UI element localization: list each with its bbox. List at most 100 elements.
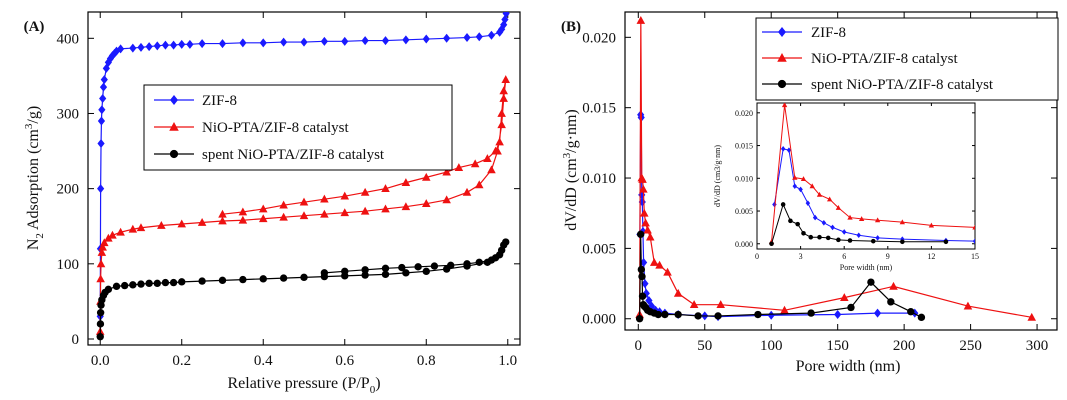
data-point (754, 310, 762, 319)
data-point (654, 310, 662, 319)
data-point (900, 236, 905, 242)
panel-b-legend: ZIF-8 NiO-PTA/ZIF-8 catalyst spent NiO-PTA… (755, 17, 1059, 101)
data-point (972, 224, 975, 230)
legend-label: ZIF-8 (202, 93, 237, 109)
data-point (97, 116, 106, 126)
data-point (639, 208, 649, 217)
data-point (137, 280, 145, 288)
data-point (178, 278, 186, 286)
data-point (635, 315, 644, 323)
data-point (116, 227, 125, 236)
data-point (673, 288, 683, 297)
data-point (907, 308, 915, 316)
data-point (96, 274, 105, 283)
x-tick-label: 3 (799, 252, 803, 261)
panel-a-label: (A) (24, 19, 45, 35)
data-point (401, 178, 411, 187)
x-tick-label: 6 (842, 252, 846, 261)
panel-a-x-axis-label: Relative pressure (P/P0) (227, 375, 380, 396)
y-tick-label: 0.010 (735, 174, 753, 183)
data-point (341, 36, 349, 46)
data-point (96, 333, 104, 341)
data-point (809, 183, 815, 189)
y-tick-label: 0.000 (735, 240, 753, 249)
legend-label: spent NiO-PTA/ZIF-8 catalyst (811, 77, 994, 93)
data-point (402, 269, 410, 277)
data-point (807, 309, 815, 317)
data-point (99, 82, 108, 92)
data-point (97, 184, 105, 194)
inset-frame (756, 102, 976, 250)
data-point (381, 36, 390, 46)
data-point (299, 211, 309, 220)
data-point (795, 221, 800, 227)
data-point (689, 300, 699, 309)
data-point (491, 146, 500, 155)
data-point (889, 281, 898, 290)
y-tick-label: 0.005 (582, 241, 616, 257)
data-point (129, 281, 137, 289)
legend-box (755, 17, 1059, 101)
data-point (663, 267, 672, 276)
data-point (645, 295, 653, 305)
data-point (661, 310, 669, 319)
data-point (474, 180, 484, 189)
data-point (97, 139, 105, 149)
data-point (499, 93, 508, 102)
data-point (781, 103, 788, 108)
data-point (640, 257, 648, 267)
data-point (381, 270, 390, 279)
legend-marker (169, 149, 179, 159)
data-point (483, 154, 492, 162)
data-point (442, 167, 451, 176)
data-point (340, 208, 350, 217)
data-point (487, 30, 496, 40)
panel-b-plot-area (635, 15, 1037, 323)
data-point (769, 241, 774, 247)
data-point (917, 313, 926, 322)
x-tick-label: 50 (697, 338, 712, 354)
data-point (767, 310, 775, 320)
x-tick-label: 150 (826, 338, 849, 354)
data-point (381, 204, 390, 213)
data-point (238, 215, 248, 224)
data-point (96, 320, 105, 328)
x-tick-label: 0.4 (254, 353, 273, 369)
x-tick-label: 300 (1026, 338, 1049, 354)
data-point (499, 86, 508, 95)
data-point (299, 197, 309, 206)
data-point (218, 39, 227, 49)
data-point (320, 209, 329, 218)
data-point (858, 216, 865, 221)
data-point (470, 159, 480, 168)
legend-box (143, 84, 453, 171)
data-point (169, 40, 178, 50)
data-point (129, 43, 137, 53)
data-point (100, 238, 109, 247)
data-point (638, 272, 646, 281)
data-point (780, 202, 786, 207)
series-2 (769, 202, 949, 247)
y-tick-label: 0.020 (582, 30, 616, 46)
data-point (816, 191, 823, 197)
data-point (447, 261, 455, 270)
panel-a: 0.0 0.2 0.4 0.6 0.8 1.0 0 100 200 300 400 (57, 11, 521, 369)
data-point (381, 264, 390, 273)
data-point (943, 239, 949, 245)
data-point (161, 40, 170, 50)
data-point (808, 234, 814, 240)
data-point (161, 278, 170, 287)
legend-label: NiO-PTA/ZIF-8 catalyst (202, 120, 350, 136)
data-point (239, 275, 247, 284)
data-point (341, 267, 349, 276)
legend-label: NiO-PTA/ZIF-8 catalyst (811, 51, 959, 67)
data-point (401, 202, 411, 211)
legend-marker (170, 95, 178, 105)
inset-background (757, 103, 975, 249)
data-point (641, 279, 649, 289)
data-point (875, 235, 880, 241)
data-point (870, 238, 876, 244)
data-point (714, 312, 722, 320)
panel-a-y-axis-label: N2 Adsorption (cm3/g) (23, 106, 46, 250)
data-point (320, 36, 328, 46)
